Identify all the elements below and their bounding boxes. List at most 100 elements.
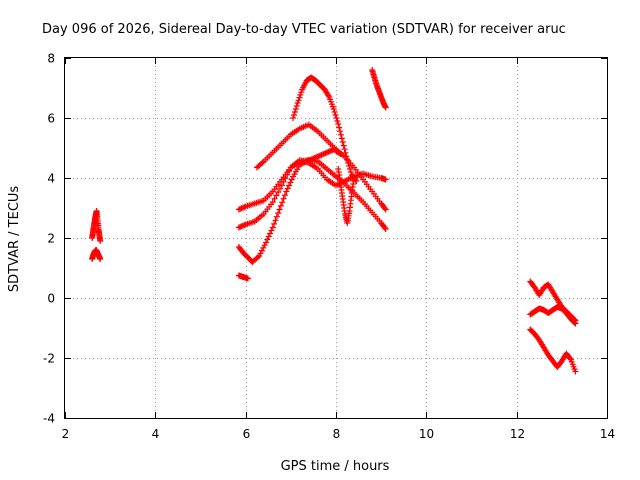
data-point [297,91,304,98]
data-point [572,320,579,327]
y-axis-label: SDTVAR / TECUs [7,186,22,293]
data-point [382,206,389,213]
data-point [275,210,282,217]
data-point [334,118,341,124]
data-point [275,189,282,196]
data-point [291,109,298,115]
data-point [271,220,278,227]
y-tick-label: 6 [47,112,55,126]
data-point [290,112,297,118]
chart-title: Day 096 of 2026, Sidereal Day-to-day VTE… [42,22,566,37]
data-point [333,115,340,121]
y-tick-label: -4 [43,412,55,426]
data-point [339,139,346,145]
series-pass-mid-drop [335,166,358,226]
y-tick-label: 2 [47,232,55,246]
data-point [265,233,272,240]
data-point [283,188,290,195]
data-point [280,195,287,202]
x-tick-label: 4 [152,427,160,441]
data-point [278,182,285,189]
data-point [341,146,348,153]
x-axis-label: GPS time / hours [281,459,390,474]
data-point [292,106,299,112]
data-point [337,128,344,135]
x-tick-label: 10 [419,427,434,441]
x-tick-label: 14 [600,427,615,441]
series-pass-mid-top-end [369,67,389,111]
data-point [268,227,275,234]
data-point [331,109,338,115]
data-point [347,169,354,175]
data-point [330,106,337,112]
ticks-layer: 2 4 6 8 10 12 14 -4 -2 0 2 4 6 8 [43,52,615,442]
data-point [258,247,265,254]
data-point [293,103,300,109]
x-tick-label: 6 [243,427,251,441]
data-point [280,178,287,185]
data-point [286,182,293,189]
data-point [571,319,578,326]
data-point [257,250,264,257]
data-point [264,236,271,243]
data-point [277,202,284,209]
series-pass-late-middle [527,304,579,327]
data-point [382,226,389,232]
data-point [244,275,251,282]
data-point [337,131,344,138]
data-point [296,94,303,101]
series-pass-mid-tail [235,272,251,282]
data-point [272,217,279,224]
data-point [273,192,280,199]
data-point [284,185,291,192]
data-point [337,151,344,157]
series-pass-mid-bottom [235,146,344,265]
data-point [97,238,104,244]
data-point [286,168,293,175]
data-point [279,199,286,206]
data-point [262,239,269,246]
data-point [256,253,263,259]
data-point [269,199,276,205]
series-pass-early-a [89,208,104,244]
data-point [382,104,389,111]
data-point [566,355,573,362]
plot-frame [64,57,608,419]
data-point [254,254,261,261]
data-point [294,100,301,106]
data-point [276,206,283,213]
data-point [288,176,295,183]
data-point [290,115,297,121]
data-point [261,242,268,249]
y-tick-label: 4 [47,172,55,186]
data-point [97,256,104,262]
data-point [276,185,283,192]
data-point [298,89,305,96]
data-point [332,112,339,118]
y-tick-label: 8 [47,52,55,66]
data-point [335,121,342,127]
data-point [382,176,389,183]
data-point [295,97,302,104]
y-tick-label: 0 [47,292,55,306]
data-point [287,179,294,186]
data-point [267,230,274,237]
x-tick-label: 12 [510,427,525,441]
data-point [572,368,579,375]
series-pass-mid-top [290,74,360,184]
points-layer [89,67,579,375]
data-point [273,213,280,220]
data-point [381,205,388,212]
x-tick-label: 8 [333,427,341,441]
data-point [259,159,266,166]
y-tick-label: -2 [43,352,55,366]
data-point [269,224,276,231]
data-point [281,192,288,199]
data-point [351,175,358,181]
series-pass-late-lower [527,326,579,375]
data-point [282,175,289,182]
data-point [336,124,343,131]
data-point [381,224,388,231]
data-point [271,195,278,202]
